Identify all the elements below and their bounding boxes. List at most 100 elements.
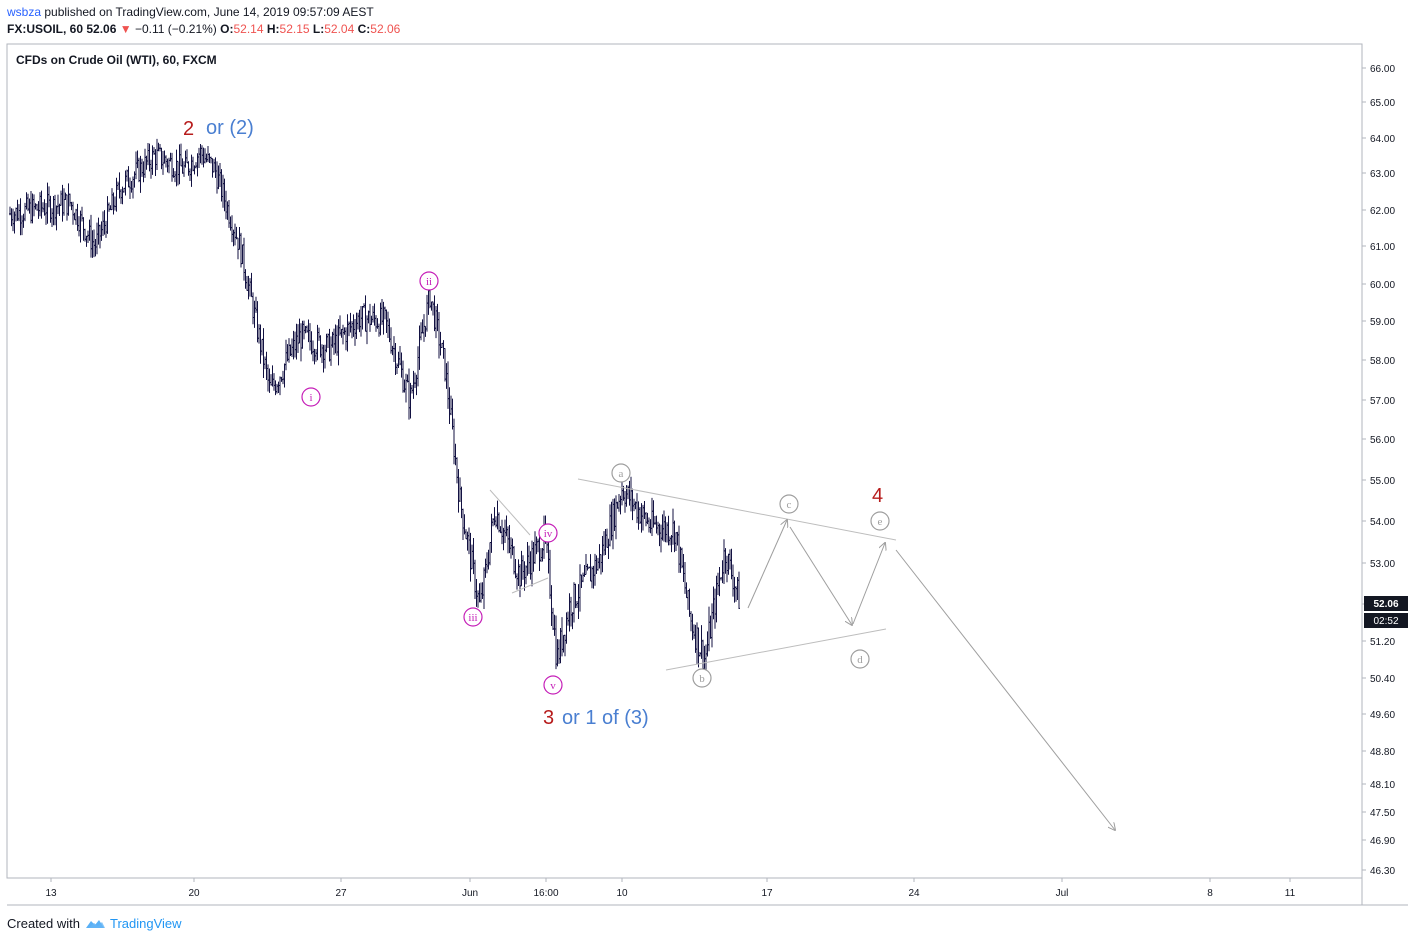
ohlc-bar <box>663 510 665 542</box>
ohlc-bar <box>531 540 533 587</box>
ohlc-bar <box>391 345 394 356</box>
ohlc-bar <box>729 549 731 570</box>
ohlc-bar <box>108 202 110 212</box>
ohlc-bar <box>225 190 227 220</box>
x-tick-label: 16:00 <box>533 888 558 899</box>
label-circle <box>301 387 321 407</box>
ohlc-bar <box>213 158 215 173</box>
ohlc-bar <box>34 203 37 210</box>
ohlc-bar <box>576 600 578 608</box>
ohlc-bar <box>462 508 464 541</box>
ohlc-bar <box>115 177 118 212</box>
ohlc-bar <box>96 222 98 255</box>
ohlc-bar <box>730 548 733 580</box>
ohlc-bar <box>721 560 724 584</box>
ohlc-bar <box>277 381 280 393</box>
ohlc-bar <box>267 364 269 392</box>
ohlc-bar <box>450 395 452 416</box>
x-tick-label: Jun <box>462 888 478 899</box>
ohlc-bar <box>567 611 569 626</box>
ohlc-bar <box>594 553 596 586</box>
ohlc-bar <box>25 192 28 210</box>
y-tick-label: 50.40 <box>1370 674 1395 685</box>
ohlc-bar <box>315 348 317 362</box>
ohlc-bar <box>682 554 685 583</box>
ohlc-bar <box>378 323 380 337</box>
x-tick-label: 13 <box>45 888 57 899</box>
ohlc-bar <box>459 477 461 502</box>
ohlc-bar <box>78 216 80 237</box>
ohlc-bar <box>124 170 127 196</box>
ohlc-bar <box>55 205 58 231</box>
tradingview-brand[interactable]: TradingView <box>109 916 182 931</box>
ohlc-bar <box>672 508 674 545</box>
ohlc-bar <box>552 607 554 631</box>
ohlc-bar <box>252 292 254 325</box>
ohlc-bar <box>579 564 581 612</box>
wave-label-e: e <box>870 511 890 531</box>
ohlc-bar <box>724 548 727 574</box>
ohlc-bar <box>630 476 632 512</box>
ohlc-bar <box>675 532 677 552</box>
ohlc-legend: FX:USOIL, 60 52.06 ▼ −0.11 (−0.21%) O:52… <box>7 22 400 36</box>
ohlc-bar <box>112 192 115 215</box>
ohlc-bar <box>318 327 320 341</box>
x-tick-label: 20 <box>188 888 200 899</box>
price-axis[interactable]: 66.00 65.00 64.00 63.00 62.00 61.00 60.00 59.00… <box>1362 64 1395 877</box>
ohlc-bar <box>262 328 265 379</box>
ohlc-bar <box>400 352 403 378</box>
ohlc-bar <box>540 548 542 563</box>
ohlc-bar <box>258 324 260 344</box>
ohlc-bar <box>216 161 218 194</box>
time-axis[interactable]: 13 20 27 Jun 16:00 10 17 24 Jul 8 11 <box>45 878 1296 899</box>
ohlc-bar <box>595 555 598 575</box>
wave-label-d: d <box>850 649 870 669</box>
ohlc-bar <box>141 158 143 177</box>
ohlc-bar <box>190 154 193 187</box>
ohlc-bar <box>159 143 161 152</box>
ohlc-bar <box>390 327 392 354</box>
ohlc-bar <box>516 573 518 590</box>
ohlc-bar <box>618 493 620 512</box>
ohlc-bar <box>211 158 214 178</box>
ohlc-bar <box>684 562 686 594</box>
ohlc-bar <box>256 301 259 343</box>
ohlc-bar <box>423 314 425 342</box>
ohlc-bar <box>39 192 41 217</box>
ohlc-bar <box>169 152 172 162</box>
ohlc-bar <box>12 208 14 232</box>
ohlc-bar <box>18 204 20 222</box>
ohlc-bar <box>43 199 46 216</box>
ohlc-bar <box>33 194 35 217</box>
ohlc-bar <box>142 161 145 183</box>
ohlc-bar <box>384 306 386 320</box>
ohlc-bar <box>498 512 500 533</box>
publisher-name[interactable]: wsbza <box>7 5 42 19</box>
ohlc-bar <box>342 324 344 345</box>
ohlc-bar <box>558 639 560 664</box>
ohlc-bar <box>670 534 673 553</box>
ohlc-bar <box>562 634 565 653</box>
ohlc-bar <box>253 300 256 328</box>
ohlc-bar <box>550 585 553 626</box>
ohlc-bar <box>633 498 635 512</box>
x-tick-label: Jul <box>1056 888 1069 899</box>
ohlc-bar <box>592 565 595 589</box>
ohlc-bar <box>76 203 79 231</box>
ohlc-bar <box>478 583 481 603</box>
ohlc-bar <box>358 309 361 333</box>
ohlc-bar <box>310 331 313 355</box>
ohlc-bar <box>366 315 368 345</box>
ohlc-bar <box>270 374 272 386</box>
ohlc-bar <box>154 149 157 176</box>
ohlc-bar <box>418 325 421 370</box>
chart-title: CFDs on Crude Oil (WTI), 60, FXCM <box>16 53 217 67</box>
ohlc-bar <box>708 606 710 652</box>
ohlc-bar <box>598 544 601 569</box>
ohlc-bar <box>723 539 725 584</box>
ohlc-bar <box>600 554 602 575</box>
ohlc-bar <box>51 208 53 227</box>
ohlc-bar <box>711 603 713 648</box>
ohlc-bar <box>601 535 604 573</box>
